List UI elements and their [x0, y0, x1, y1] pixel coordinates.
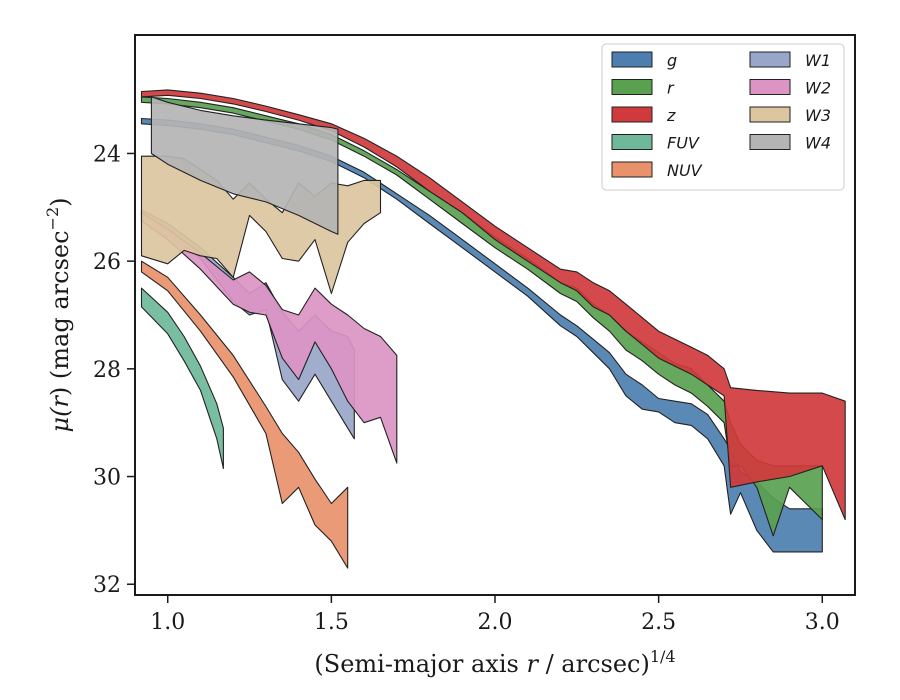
legend-swatch: [611, 106, 653, 123]
series-layer: [140, 89, 846, 569]
legend-label: W4: [805, 134, 831, 153]
series-band-fuv: [140, 287, 224, 470]
y-tick-label: 32: [93, 573, 121, 598]
legend-label: W1: [805, 51, 831, 70]
x-tick-label: 2.5: [641, 610, 676, 635]
legend-label: W2: [805, 79, 831, 98]
legend-swatch: [749, 106, 791, 123]
legend-swatch: [611, 134, 653, 150]
series-band-w3: [140, 155, 382, 295]
legend: grz FUV NUV W1 W2 W3 W4: [601, 43, 845, 191]
legend-swatch: [749, 79, 791, 95]
y-axis-label: μ(r) (mag arcsec−2): [43, 197, 74, 432]
series-band-g: [140, 117, 823, 553]
legend-entry-z: z: [611, 106, 676, 125]
legend-label: NUV: [667, 161, 703, 180]
legend-entry-w1: W1: [749, 51, 831, 70]
legend-label: g: [667, 51, 677, 70]
series-band-w4: [150, 96, 339, 235]
x-tick-label: 1.5: [314, 610, 349, 635]
legend-label: FUV: [667, 134, 700, 153]
legend-label: r: [667, 79, 675, 98]
legend-label: z: [666, 106, 676, 125]
x-tick-label: 3.0: [805, 610, 840, 635]
series-band-nuv: [140, 260, 349, 569]
legend-swatch: [749, 51, 791, 68]
legend-entry-w2: W2: [749, 79, 831, 98]
x-axis-label: (Semi-major axis r / arcsec)1/4: [314, 647, 675, 678]
y-tick-label: 24: [93, 142, 121, 167]
y-tick-label: 28: [93, 358, 121, 383]
legend-entry-nuv: NUV: [611, 161, 703, 180]
legend-swatch: [611, 51, 653, 68]
x-axis: 1.0 1.5 2.0 2.5 3.0: [150, 595, 840, 635]
legend-entry-w4: W4: [749, 134, 831, 153]
legend-swatch: [749, 134, 791, 150]
y-tick-label: 26: [93, 250, 121, 275]
legend-swatch: [611, 79, 653, 95]
legend-entry-r: r: [611, 79, 675, 98]
legend-entry-g: g: [611, 51, 677, 70]
legend-label: W3: [805, 106, 831, 125]
legend-entry-w3: W3: [749, 106, 831, 125]
y-axis: 24 26 28 30 32: [93, 142, 135, 598]
legend-entry-fuv: FUV: [611, 134, 700, 153]
legend-swatch: [611, 161, 653, 178]
x-tick-label: 1.0: [150, 610, 185, 635]
series-band-z: [140, 89, 846, 521]
y-tick-label: 30: [93, 466, 121, 491]
x-tick-label: 2.0: [478, 610, 513, 635]
